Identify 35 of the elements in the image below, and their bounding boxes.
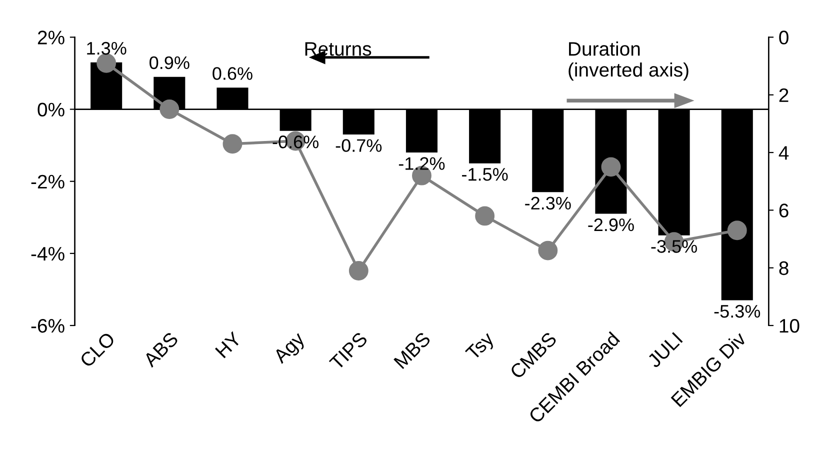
point [601,157,621,177]
point [727,220,747,240]
data-label: 1.3% [87,42,126,55]
x-tick-label: HY [215,331,242,358]
y2-tick-label: 2 [779,88,788,102]
point [538,240,558,260]
x-tick-label: CLO [79,331,116,368]
y-tick-label: -6% [31,318,64,333]
point [160,100,180,119]
y-tick-label: -2% [31,174,64,189]
point [348,261,368,280]
x-tick-label: Agy [272,330,308,367]
y-tick-label: -4% [31,246,64,261]
y2-tick-label: 8 [779,261,788,276]
y2-tick-label: 6 [779,204,788,218]
data-label: -5.3% [714,304,760,318]
data-label: -0.7% [336,139,382,152]
data-label: -1.2% [398,157,445,170]
annotation: Duration (inverted axis) [568,42,688,81]
x-tick-label: Tsy [465,330,498,364]
y2-tick-label: 10 [780,318,800,333]
point [96,53,116,73]
data-label: 0.9% [150,56,190,70]
y2-tick-label: 0 [779,30,788,44]
data-label: -2.3% [525,196,571,210]
point [222,134,242,154]
point [475,206,495,226]
data-label: -2.9% [588,218,634,232]
y-tick-label: 0% [38,102,64,117]
y2-tick-label: 4 [778,146,789,160]
annotation: Returns [305,42,372,56]
data-label: -1.5% [462,168,508,181]
y-tick-label: 2% [38,30,64,44]
data-label: 0.6% [212,67,252,80]
data-label: -3.5% [651,240,697,253]
